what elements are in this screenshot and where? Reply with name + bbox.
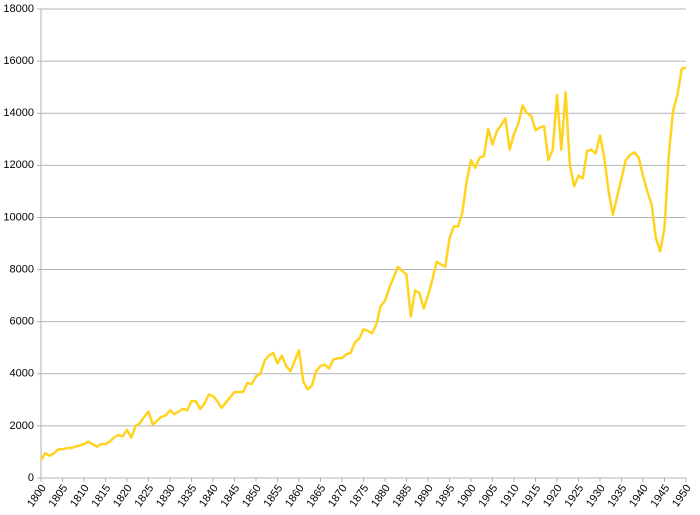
x-tick-label: 1945 — [648, 483, 672, 510]
x-tick-label: 1925 — [562, 483, 586, 510]
y-tick-label: 16000 — [3, 55, 34, 67]
x-tick-label: 1930 — [584, 483, 608, 510]
x-tick-label: 1815 — [89, 483, 113, 510]
x-tick-label: 1890 — [412, 483, 436, 510]
x-tick-label: 1855 — [261, 483, 285, 510]
x-tick-label: 1940 — [627, 483, 651, 510]
x-tick-label: 1935 — [605, 483, 629, 510]
x-tick-label: 1845 — [218, 483, 242, 510]
y-tick-label: 18000 — [3, 3, 34, 15]
x-tick-label: 1810 — [68, 483, 92, 510]
x-tick-label: 1870 — [326, 483, 350, 510]
y-tick-label: 2000 — [10, 420, 34, 432]
y-tick-label: 6000 — [10, 316, 34, 328]
line — [39, 66, 687, 461]
x-tick-label: 1885 — [390, 483, 414, 510]
y-tick-label: 4000 — [10, 368, 34, 380]
x-tick-label: 1905 — [476, 483, 500, 510]
x-tick-label: 1850 — [240, 483, 264, 510]
y-tick-label: 8000 — [10, 263, 34, 275]
x-tick-label: 1865 — [304, 483, 328, 510]
x-tick-label: 1900 — [455, 483, 479, 510]
y-tick-label: 12000 — [3, 159, 34, 171]
x-tick-label: 1825 — [132, 483, 156, 510]
x-tick-label: 1920 — [541, 483, 565, 510]
x-tick-label: 1840 — [197, 483, 221, 510]
x-tick-label: 1875 — [347, 483, 371, 510]
x-tick-label: 1895 — [433, 483, 457, 510]
y-tick-label: 10000 — [3, 211, 34, 223]
x-tick-label: 1820 — [111, 483, 135, 510]
x-tick-label: 1800 — [25, 483, 49, 510]
x-tick-label: 1915 — [519, 483, 543, 510]
x-tick-label: 1910 — [498, 483, 522, 510]
y-tick-label: 14000 — [3, 107, 34, 119]
x-tick-label: 1860 — [283, 483, 307, 510]
x-tick-label: 1880 — [369, 483, 393, 510]
x-tick-label: 1805 — [46, 483, 70, 510]
y-tick-label: 0 — [28, 472, 34, 484]
x-tick-label: 1835 — [175, 483, 199, 510]
x-tick-label: 1950 — [670, 483, 694, 510]
x-tick-label: 1830 — [154, 483, 178, 510]
